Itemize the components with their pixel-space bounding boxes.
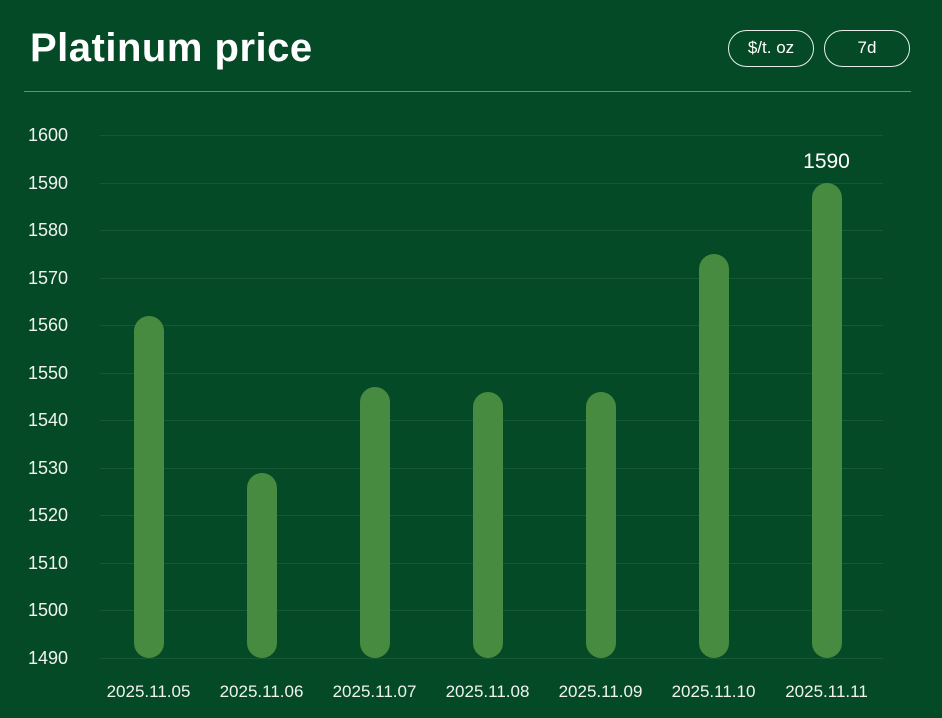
x-tick-label: 2025.11.11 [785, 682, 868, 701]
bar [698, 253, 729, 658]
y-tick-label: 1520 [28, 505, 69, 526]
y-tick-label: 1590 [28, 172, 69, 193]
y-tick-label: 1600 [28, 125, 69, 145]
y-tick-label: 1580 [28, 220, 69, 241]
bar [133, 315, 164, 658]
header: Platinum price $/t. oz 7d [30, 22, 910, 74]
gridline [100, 325, 883, 327]
x-tick-label: 2025.11.05 [106, 682, 191, 701]
x-tick-label: 2025.11.10 [671, 682, 756, 701]
gridline [100, 182, 883, 184]
header-divider [24, 91, 911, 92]
y-tick-label: 1510 [28, 552, 69, 573]
bar [359, 386, 390, 658]
y-tick-label: 1530 [28, 457, 69, 478]
x-tick-label: 2025.11.09 [558, 682, 643, 701]
x-tick-label: 2025.11.07 [332, 682, 417, 701]
bar-value-label: 1590 [803, 149, 850, 173]
x-tick-label: 2025.11.06 [219, 682, 304, 701]
header-buttons: $/t. oz 7d [728, 29, 910, 67]
y-tick-label: 1570 [28, 267, 69, 288]
gridline [100, 658, 883, 659]
y-tick-label: 1560 [28, 315, 69, 336]
gridline [100, 230, 883, 232]
y-tick-label: 1540 [28, 410, 69, 431]
bar [811, 182, 842, 658]
y-tick-label: 1500 [28, 600, 69, 621]
page-title: Platinum price [30, 26, 313, 70]
bar [472, 391, 503, 658]
bar [585, 391, 616, 658]
y-tick-label: 1490 [28, 648, 69, 668]
y-tick-label: 1550 [28, 362, 69, 383]
x-tick-label: 2025.11.08 [445, 682, 530, 701]
bar [246, 472, 277, 658]
timeframe-button[interactable]: 7d [824, 29, 910, 67]
gridline [100, 277, 883, 279]
gridline [100, 135, 883, 136]
unit-toggle-button[interactable]: $/t. oz [728, 29, 814, 67]
gridline [100, 372, 883, 374]
